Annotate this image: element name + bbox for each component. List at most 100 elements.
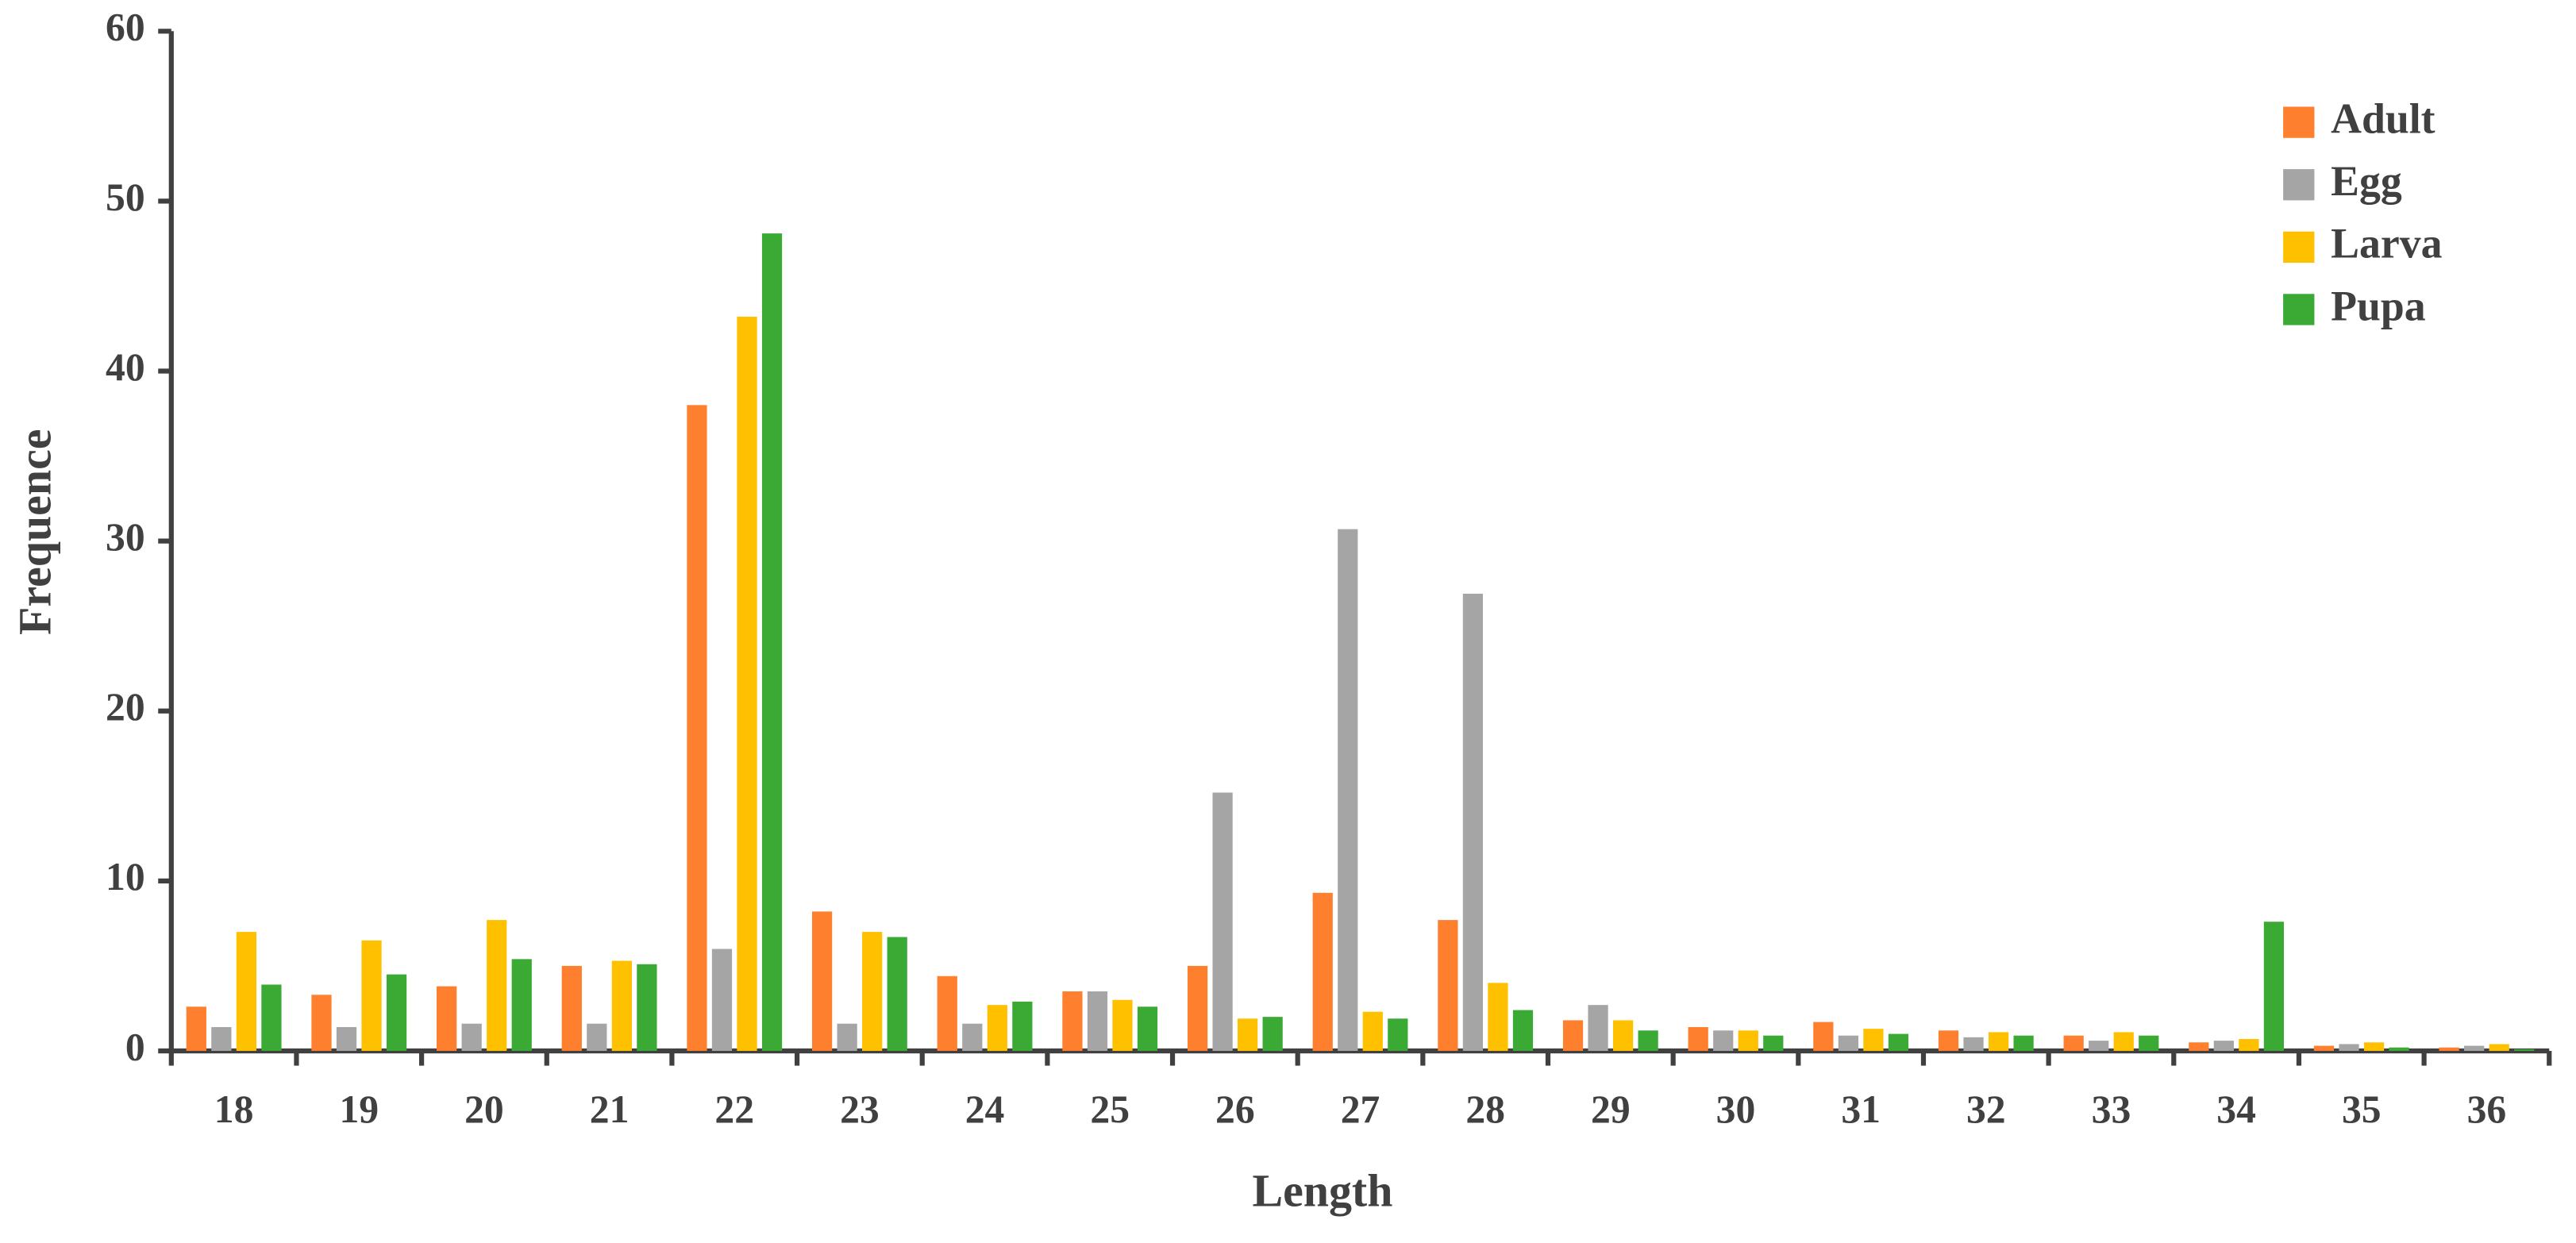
x-tick-label: 35 (2342, 1087, 2382, 1131)
bar (1087, 991, 1108, 1051)
bar (561, 965, 582, 1051)
y-tick-label: 30 (106, 515, 145, 559)
bar (311, 995, 332, 1051)
bar (2389, 1047, 2409, 1051)
bar (1388, 1018, 1408, 1051)
bar (962, 1023, 983, 1051)
bar (1338, 529, 1358, 1051)
x-tick-label: 31 (1841, 1087, 1881, 1131)
bar (1612, 1020, 1634, 1051)
bar (1312, 892, 1333, 1051)
bar (687, 405, 707, 1051)
bar (637, 964, 657, 1051)
x-tick-label: 23 (840, 1087, 880, 1131)
bar (1362, 1011, 1383, 1051)
x-axis-title: Length (1252, 1164, 1392, 1216)
bar (987, 1005, 1007, 1051)
bar (236, 932, 256, 1051)
y-tick-label: 60 (106, 6, 145, 49)
bar (1638, 1030, 1658, 1051)
bar (587, 1023, 607, 1051)
bar (1238, 1018, 1258, 1051)
y-tick-label: 0 (125, 1025, 145, 1068)
bar (711, 949, 733, 1051)
bar (2514, 1049, 2535, 1051)
bar (2189, 1042, 2209, 1051)
bar (761, 233, 783, 1051)
bar (336, 1026, 357, 1051)
x-tick-label: 30 (1716, 1087, 1756, 1131)
bar (361, 940, 382, 1051)
bar (1863, 1029, 1884, 1051)
bar (1562, 1020, 1584, 1051)
bar (887, 937, 907, 1051)
bar (2464, 1045, 2485, 1051)
legend-swatch (2283, 294, 2315, 325)
bar (1262, 1017, 1283, 1051)
bar (1012, 1001, 1033, 1051)
bar (2363, 1042, 2385, 1051)
bar (1212, 792, 1233, 1051)
bar (1512, 1010, 1534, 1051)
bar (487, 920, 507, 1051)
y-tick-label: 10 (106, 855, 145, 899)
bar (611, 960, 632, 1051)
x-tick-label: 25 (1090, 1087, 1130, 1131)
bar (862, 932, 883, 1051)
x-tick-label: 29 (1591, 1087, 1631, 1131)
bar (2239, 1038, 2259, 1051)
x-tick-label: 36 (2467, 1087, 2507, 1131)
bar (437, 986, 457, 1051)
bar (1938, 1030, 1959, 1051)
bar (1187, 965, 1208, 1051)
bar (261, 984, 282, 1051)
y-tick-label: 20 (106, 685, 145, 729)
legend-label: Egg (2331, 157, 2402, 205)
legend-swatch (2283, 231, 2315, 263)
bar (1813, 1022, 1834, 1051)
bar (1713, 1030, 1734, 1051)
x-tick-label: 27 (1341, 1087, 1380, 1131)
bar (1588, 1005, 1608, 1051)
bar (1438, 920, 1458, 1051)
bar (2489, 1044, 2509, 1051)
bar (1062, 991, 1083, 1051)
bar (1888, 1033, 1909, 1051)
y-axis-title: Frequence (10, 429, 61, 635)
bar (2439, 1047, 2459, 1051)
x-tick-label: 21 (590, 1087, 630, 1131)
bar (2263, 922, 2285, 1051)
bar (2313, 1045, 2335, 1051)
bar (937, 976, 957, 1051)
bar (461, 1023, 482, 1051)
bar (1112, 999, 1133, 1051)
x-tick-label: 34 (2216, 1087, 2256, 1131)
bar (2213, 1041, 2234, 1051)
bar (2339, 1044, 2359, 1051)
bar (1763, 1035, 1784, 1051)
legend-label: Larva (2331, 220, 2442, 267)
bar (2113, 1032, 2134, 1051)
bar (811, 911, 833, 1051)
bar (1988, 1032, 2009, 1051)
bar (211, 1026, 232, 1051)
x-tick-label: 20 (464, 1087, 504, 1131)
bar (2013, 1035, 2034, 1051)
x-tick-label: 28 (1465, 1087, 1505, 1131)
x-tick-label: 33 (2092, 1087, 2131, 1131)
bar (837, 1023, 857, 1051)
bar (2063, 1035, 2084, 1051)
legend-label: Pupa (2331, 282, 2426, 329)
bar (2089, 1041, 2109, 1051)
y-tick-label: 40 (106, 345, 145, 389)
bar (1488, 983, 1508, 1051)
legend-swatch (2283, 169, 2315, 201)
x-tick-label: 26 (1215, 1087, 1255, 1131)
bar (186, 1006, 206, 1051)
bar (1838, 1035, 1858, 1051)
bar (1137, 1006, 1158, 1051)
x-tick-label: 22 (714, 1087, 754, 1131)
bar (737, 317, 757, 1051)
bar (386, 974, 407, 1051)
bar (2139, 1035, 2159, 1051)
